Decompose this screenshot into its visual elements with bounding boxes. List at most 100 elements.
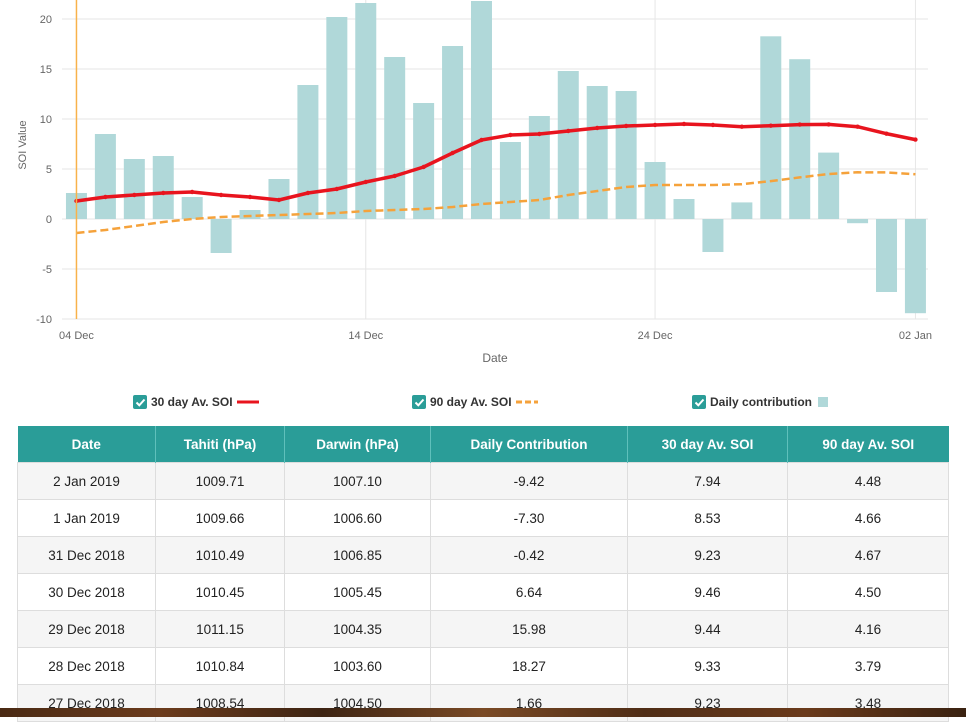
legend-sample-30day	[237, 399, 259, 405]
bar-daily-contribution	[876, 219, 897, 292]
legend-item-daily[interactable]: Daily contribution	[692, 395, 828, 409]
point-30day	[624, 124, 628, 128]
checkbox-30day[interactable]	[133, 395, 147, 409]
check-icon	[414, 397, 425, 408]
cell-30day: 9.33	[628, 648, 788, 685]
point-30day	[826, 122, 830, 126]
table-row: 1 Jan 2019 1009.66 1006.60 -7.30 8.53 4.…	[18, 500, 949, 537]
cell-date: 1 Jan 2019	[18, 500, 156, 537]
table-row: 30 Dec 2018 1010.45 1005.45 6.64 9.46 4.…	[18, 574, 949, 611]
cell-darwin: 1007.10	[285, 463, 431, 500]
header-darwin[interactable]: Darwin (hPa)	[285, 426, 431, 463]
point-30day	[190, 190, 194, 194]
bar-daily-contribution	[702, 219, 723, 252]
point-30day	[392, 174, 396, 178]
header-30day[interactable]: 30 day Av. SOI	[628, 426, 788, 463]
cell-90day: 3.79	[788, 648, 949, 685]
cell-daily: 15.98	[431, 611, 628, 648]
cell-tahiti: 1010.45	[156, 574, 285, 611]
checkbox-daily[interactable]	[692, 395, 706, 409]
bar-daily-contribution	[471, 1, 492, 219]
bar-daily-contribution	[789, 59, 810, 219]
cell-date: 31 Dec 2018	[18, 537, 156, 574]
cell-date: 2 Jan 2019	[18, 463, 156, 500]
cell-90day: 4.66	[788, 500, 949, 537]
table-row: 28 Dec 2018 1010.84 1003.60 18.27 9.33 3…	[18, 648, 949, 685]
bar-daily-contribution	[355, 3, 376, 219]
bar-daily-contribution	[153, 156, 174, 219]
cell-30day: 7.94	[628, 463, 788, 500]
bar-daily-contribution	[211, 219, 232, 253]
bar-daily-contribution	[413, 103, 434, 219]
table-row: 29 Dec 2018 1011.15 1004.35 15.98 9.44 4…	[18, 611, 949, 648]
bar-daily-contribution	[905, 219, 926, 313]
point-30day	[855, 125, 859, 129]
x-tick-label: 04 Dec	[59, 330, 94, 342]
y-tick-label: -10	[36, 314, 52, 326]
point-30day	[711, 123, 715, 127]
bar-daily-contribution	[95, 134, 116, 219]
y-tick-label: 0	[46, 214, 52, 226]
point-30day	[161, 191, 165, 195]
point-30day	[537, 132, 541, 136]
bar-daily-contribution	[673, 199, 694, 219]
header-daily-contribution[interactable]: Daily Contribution	[431, 426, 628, 463]
bar-daily-contribution	[818, 153, 839, 219]
cell-tahiti: 1010.49	[156, 537, 285, 574]
header-date[interactable]: Date	[18, 426, 156, 463]
legend-item-30day[interactable]: 30 day Av. SOI	[133, 395, 259, 409]
x-tick-label: 02 Jan	[899, 330, 932, 342]
cell-90day: 4.67	[788, 537, 949, 574]
header-90day[interactable]: 90 day Av. SOI	[788, 426, 949, 463]
point-30day	[653, 123, 657, 127]
soi-table-container: Date Tahiti (hPa) Darwin (hPa) Daily Con…	[17, 426, 948, 722]
header-tahiti[interactable]: Tahiti (hPa)	[156, 426, 285, 463]
cell-30day: 9.46	[628, 574, 788, 611]
legend-item-90day[interactable]: 90 day Av. SOI	[412, 395, 538, 409]
y-tick-label: 20	[40, 14, 52, 26]
cell-daily: -0.42	[431, 537, 628, 574]
point-30day	[450, 151, 454, 155]
table-header-row: Date Tahiti (hPa) Darwin (hPa) Daily Con…	[18, 426, 949, 463]
checkbox-90day[interactable]	[412, 395, 426, 409]
x-axis-title: Date	[482, 351, 508, 365]
point-30day	[132, 193, 136, 197]
bar-daily-contribution	[645, 162, 666, 219]
point-30day	[103, 195, 107, 199]
bar-daily-contribution	[182, 197, 203, 219]
legend-sample-daily	[816, 397, 828, 407]
background-strip	[0, 708, 966, 717]
cell-daily: -9.42	[431, 463, 628, 500]
bar-daily-contribution	[587, 86, 608, 219]
bar-daily-contribution	[500, 142, 521, 219]
cell-30day: 8.53	[628, 500, 788, 537]
cell-90day: 4.48	[788, 463, 949, 500]
point-30day	[798, 122, 802, 126]
cell-tahiti: 1010.84	[156, 648, 285, 685]
x-tick-label: 24 Dec	[638, 330, 673, 342]
point-30day	[219, 193, 223, 197]
point-30day	[364, 180, 368, 184]
bar-daily-contribution	[384, 57, 405, 219]
cell-daily: 6.64	[431, 574, 628, 611]
chart-legend: 30 day Av. SOI 90 day Av. SOI Daily cont…	[0, 395, 966, 415]
bar-daily-contribution	[297, 85, 318, 219]
bar-daily-contribution	[124, 159, 145, 219]
cell-daily: -7.30	[431, 500, 628, 537]
point-30day	[508, 133, 512, 137]
legend-label-daily: Daily contribution	[710, 395, 812, 409]
cell-date: 29 Dec 2018	[18, 611, 156, 648]
y-tick-label: 15	[40, 64, 52, 76]
cell-tahiti: 1011.15	[156, 611, 285, 648]
bar-daily-contribution	[731, 202, 752, 219]
cell-30day: 9.44	[628, 611, 788, 648]
bar-daily-contribution	[529, 116, 550, 219]
point-30day	[740, 125, 744, 129]
y-tick-label: -5	[42, 264, 52, 276]
table-row: 2 Jan 2019 1009.71 1007.10 -9.42 7.94 4.…	[18, 463, 949, 500]
bar-daily-contribution	[616, 91, 637, 219]
cell-30day: 9.23	[628, 537, 788, 574]
cell-date: 28 Dec 2018	[18, 648, 156, 685]
y-tick-label: 5	[46, 164, 52, 176]
legend-label-90day: 90 day Av. SOI	[430, 395, 512, 409]
